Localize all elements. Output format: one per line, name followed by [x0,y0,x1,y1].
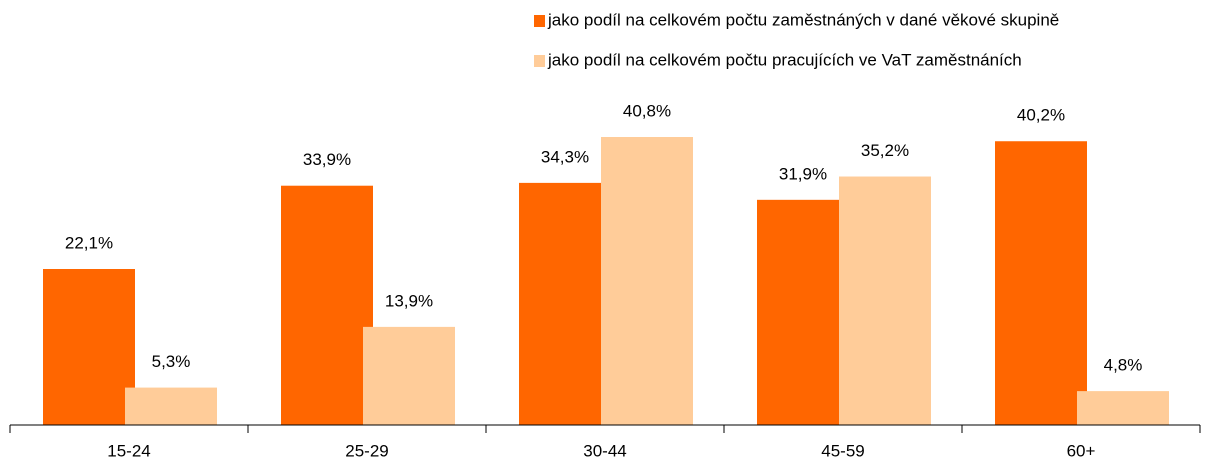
bar [839,176,931,425]
data-label: 33,9% [303,150,351,169]
data-label: 13,9% [385,291,433,310]
data-label: 34,3% [541,147,589,166]
data-label: 4,8% [1104,356,1143,375]
legend-label: jako podíl na celkovém počtu zaměstnánýc… [547,10,1059,29]
data-label: 5,3% [152,352,191,371]
bar [363,326,455,425]
bar [281,185,373,425]
legend-swatch [534,15,545,27]
legend-swatch [534,55,545,67]
bar [995,141,1087,425]
bar [1077,391,1169,425]
bar [125,387,217,425]
data-label: 31,9% [779,164,827,183]
x-tick-label: 60+ [1067,441,1096,460]
x-tick-label: 15-24 [107,441,150,460]
legend-label: jako podíl na celkovém počtu pracujících… [547,50,1022,69]
data-label: 35,2% [861,141,909,160]
bar [601,137,693,425]
data-label: 40,2% [1017,106,1065,125]
data-label: 40,8% [623,101,671,120]
bar [757,199,849,425]
bar [519,182,611,425]
x-tick-label: 30-44 [583,441,626,460]
data-label: 22,1% [65,233,113,252]
x-tick-label: 25-29 [345,441,388,460]
x-tick-label: 45-59 [821,441,864,460]
bar [43,269,135,425]
